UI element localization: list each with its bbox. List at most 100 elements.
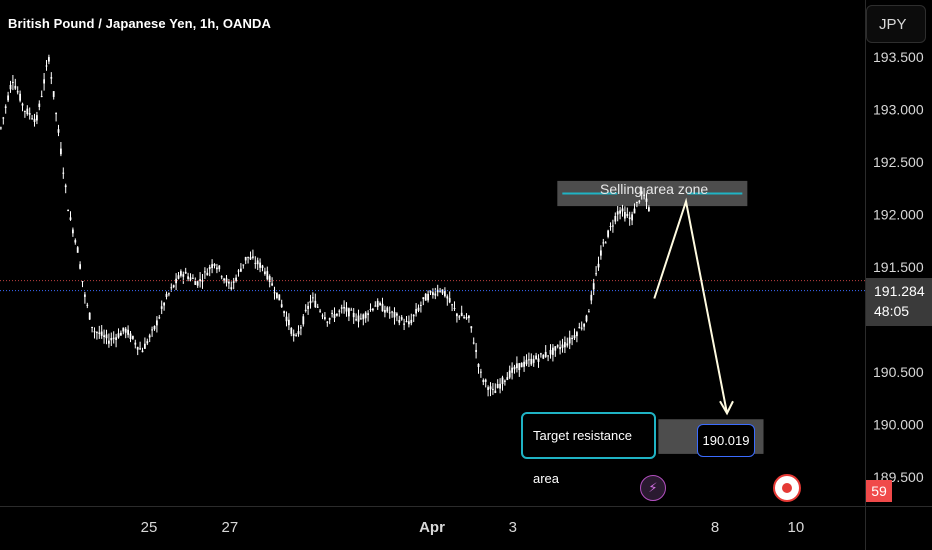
alert-count-badge[interactable]: 59 xyxy=(866,480,892,502)
target-value-box[interactable]: 190.019 xyxy=(697,424,755,457)
candle-body xyxy=(604,242,607,244)
candle-body xyxy=(0,127,2,129)
candle-body xyxy=(408,321,410,325)
candle-body xyxy=(302,316,305,325)
candle-body xyxy=(300,327,302,329)
candle-body xyxy=(213,264,216,266)
candle-body xyxy=(578,327,581,329)
x-tick-label: 8 xyxy=(711,519,719,536)
candle-body xyxy=(410,319,413,324)
candle-body xyxy=(112,337,115,339)
candle-body xyxy=(177,275,180,279)
candle-body xyxy=(640,191,643,195)
candle-body xyxy=(100,331,103,336)
record-dot-icon[interactable] xyxy=(773,474,801,502)
candle-body xyxy=(348,308,350,317)
candle-body xyxy=(247,256,249,258)
candle-body xyxy=(52,91,55,97)
candle-body xyxy=(43,79,45,84)
candle-body xyxy=(122,327,125,332)
candle-body xyxy=(602,242,605,244)
candle-body xyxy=(64,185,67,188)
candle-body xyxy=(69,217,72,220)
candle-body xyxy=(139,348,141,350)
candle-body xyxy=(412,314,415,317)
candle-body xyxy=(369,308,372,310)
candle-body xyxy=(204,271,206,273)
currency-button[interactable]: JPY xyxy=(866,5,926,43)
candle-body xyxy=(33,118,36,122)
candle-body xyxy=(264,271,266,274)
candle-body xyxy=(540,353,542,355)
candle-body xyxy=(568,337,571,344)
candle-body xyxy=(482,380,485,382)
candle-body xyxy=(148,335,151,338)
candle-body xyxy=(338,310,341,312)
candle-body xyxy=(436,289,439,293)
candle-body xyxy=(24,111,26,113)
candle-body xyxy=(492,388,494,390)
candle-body xyxy=(165,293,168,297)
candle-body xyxy=(626,214,629,217)
candle-body xyxy=(355,319,357,321)
candle-body xyxy=(268,276,271,283)
candle-body xyxy=(81,281,84,283)
candle-body xyxy=(225,278,228,283)
candle-body xyxy=(398,319,401,323)
candle-body xyxy=(2,117,5,119)
candle-body xyxy=(316,306,319,308)
candle-body xyxy=(324,317,326,320)
candle-body xyxy=(556,345,559,347)
candle-body xyxy=(576,332,578,337)
candle-body xyxy=(554,346,557,351)
candle-body xyxy=(163,302,165,306)
x-tick-label: 3 xyxy=(509,519,517,536)
candle-body xyxy=(583,323,585,327)
candle-body xyxy=(276,292,278,299)
candle-body xyxy=(352,312,355,318)
candle-body xyxy=(331,312,333,314)
candle-body xyxy=(391,311,393,313)
candle-body xyxy=(518,363,521,371)
candle-body xyxy=(230,287,233,290)
candle-body xyxy=(532,359,535,363)
candle-body xyxy=(158,317,161,319)
candle-body xyxy=(340,307,343,309)
candle-body xyxy=(429,291,432,293)
lightning-bolt-icon[interactable]: ⚡ xyxy=(640,475,666,501)
candle-body xyxy=(48,57,50,62)
candle-body xyxy=(57,129,60,133)
candle-body xyxy=(463,316,465,318)
candle-body xyxy=(240,268,242,272)
candle-body xyxy=(55,112,57,115)
candle-body xyxy=(432,292,434,296)
candle-body xyxy=(631,214,633,221)
candle-body xyxy=(84,294,86,297)
candle-body xyxy=(86,304,89,306)
target-callout[interactable]: Target resistance area xyxy=(521,412,656,486)
candle-body xyxy=(249,257,252,260)
candle-body xyxy=(4,106,7,108)
candle-body xyxy=(297,331,300,335)
candle-body xyxy=(384,310,386,313)
candle-body xyxy=(403,323,405,325)
candle-body xyxy=(336,313,338,316)
candle-body xyxy=(451,304,453,306)
candle-body xyxy=(292,333,295,336)
y-tick-label: 193.500 xyxy=(873,49,924,65)
candle-body xyxy=(446,296,449,299)
candle-body xyxy=(194,280,197,285)
candle-body xyxy=(12,81,14,83)
candle-body xyxy=(93,331,96,333)
candle-body xyxy=(153,326,156,330)
candle-body xyxy=(549,350,552,355)
countdown-timer: 48:05 xyxy=(874,303,910,319)
candle-body xyxy=(544,351,547,357)
candle-body xyxy=(278,294,281,301)
projection-arrow xyxy=(653,197,728,414)
candle-body xyxy=(506,377,509,380)
candle-body xyxy=(420,304,422,306)
candle-body xyxy=(468,315,470,319)
